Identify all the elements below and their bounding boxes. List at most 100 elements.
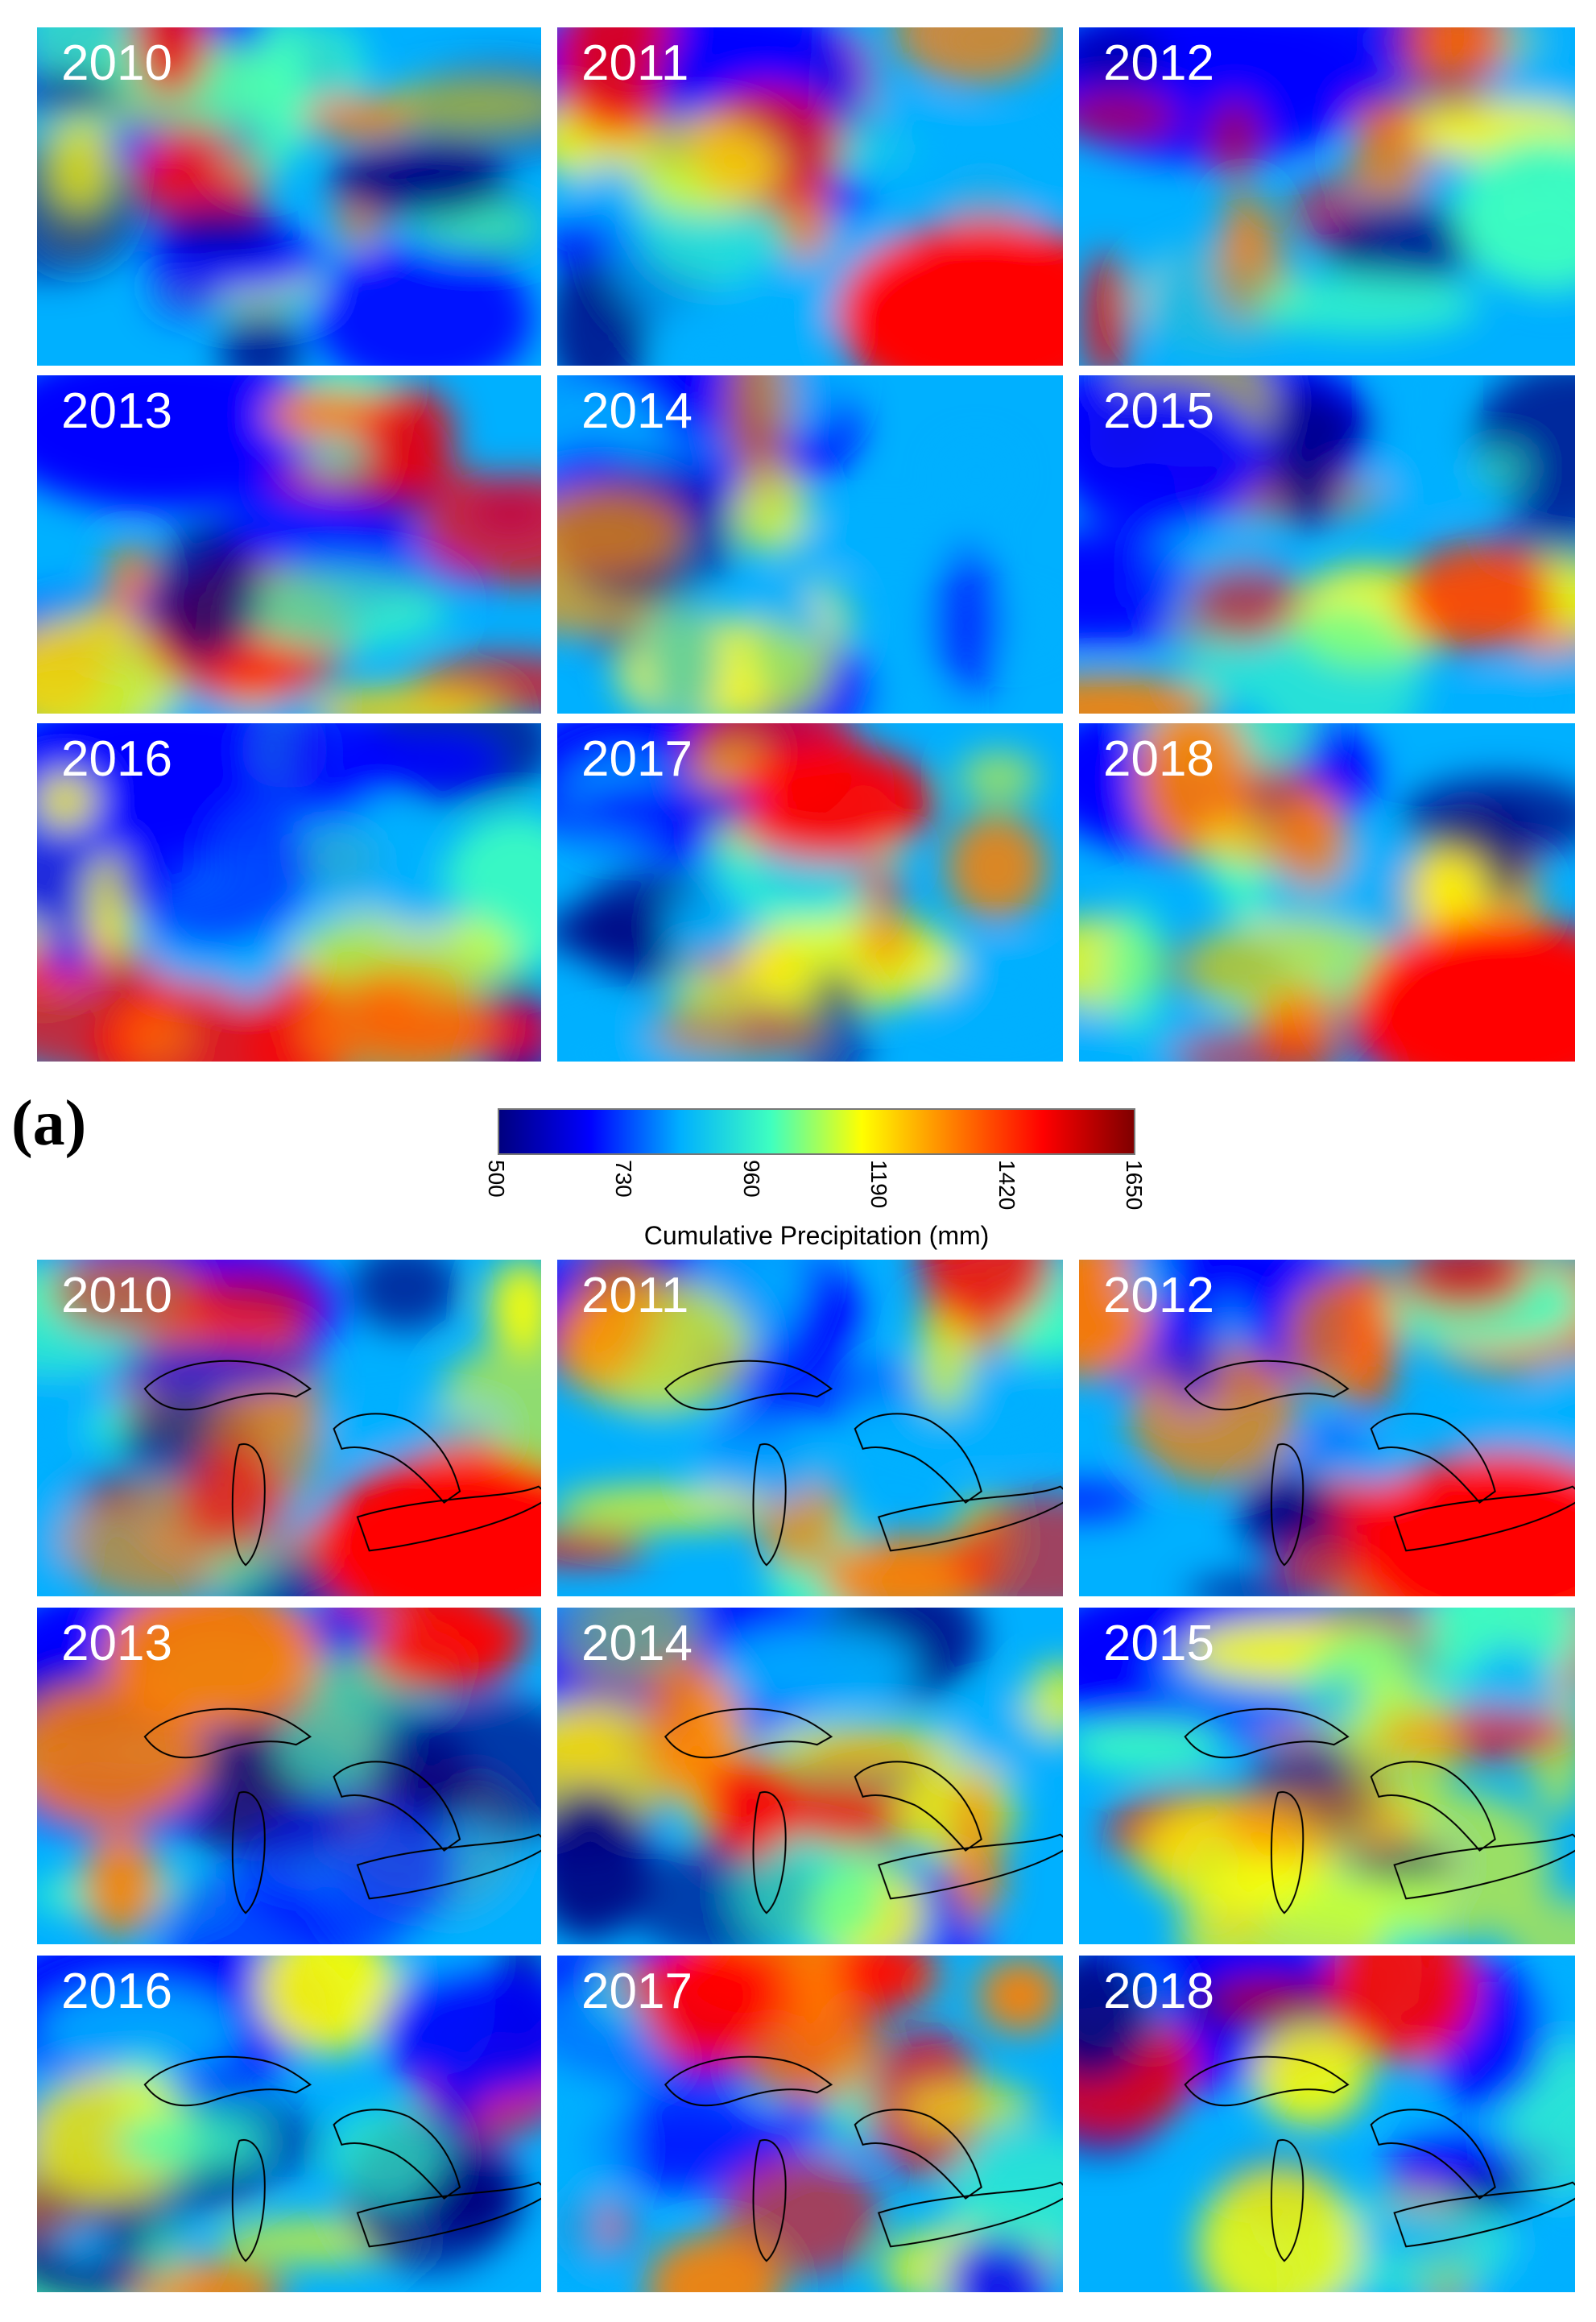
precipitation-map — [37, 27, 541, 366]
map-region — [313, 242, 534, 366]
map-region — [950, 1492, 1063, 1596]
map-region — [1239, 1473, 1337, 1557]
precipitation-map — [37, 375, 541, 714]
map-region — [47, 117, 115, 211]
map-region — [1537, 1355, 1575, 1419]
map-region — [43, 932, 93, 976]
map-region — [37, 772, 96, 830]
map-panel: 2010 — [37, 27, 541, 366]
map-panel: 2017 — [557, 1956, 1063, 2292]
precipitation-map — [1079, 1608, 1575, 1944]
colorbar-tick-label: 960 — [738, 1160, 764, 1198]
map-region — [718, 2153, 883, 2278]
map-region — [945, 813, 1048, 921]
map-panel: 2014 — [557, 1608, 1063, 1944]
year-label: 2012 — [1103, 1268, 1214, 1323]
map-region — [1122, 1260, 1176, 1305]
map-region — [123, 1011, 188, 1060]
map-region — [103, 1608, 318, 1727]
map-region — [668, 888, 765, 963]
map-panel: 2015 — [1079, 375, 1575, 714]
map-region — [892, 2080, 1038, 2133]
map-region — [115, 2113, 263, 2172]
map-region — [557, 1788, 651, 1940]
map-region — [833, 1956, 936, 2010]
map-region — [977, 1958, 1062, 2034]
map-region — [1327, 1956, 1478, 2065]
year-label: 2013 — [61, 1616, 172, 1671]
map-region — [557, 1485, 775, 1529]
map-region — [39, 1985, 241, 2078]
map-region — [1467, 668, 1575, 714]
colorbar-tick-label: 730 — [611, 1160, 637, 1198]
map-region — [1079, 27, 1164, 85]
map-region — [643, 586, 723, 714]
year-label: 2018 — [1103, 731, 1214, 787]
map-region — [724, 743, 935, 862]
great-lakes-outline — [143, 2055, 541, 2262]
map-region — [1506, 1897, 1575, 1944]
map-region — [557, 1608, 706, 1676]
precipitation-map — [37, 1956, 541, 2292]
map-region — [1197, 2167, 1361, 2292]
map-panel: 2010 — [37, 1260, 541, 1596]
map-region — [697, 1437, 830, 1500]
map-region — [180, 1269, 319, 1345]
map-panel: 2013 — [37, 1608, 541, 1944]
map-panel: 2016 — [37, 1956, 541, 2292]
map-region — [1472, 450, 1527, 486]
map-panel: 2018 — [1079, 723, 1575, 1062]
precipitation-map — [1079, 1956, 1575, 2292]
map-region — [1454, 135, 1575, 291]
map-region — [949, 1774, 1001, 1931]
map-region — [1079, 673, 1216, 714]
year-label: 2011 — [581, 1268, 689, 1323]
map-region — [1346, 1682, 1457, 1814]
map-region — [701, 1753, 797, 1860]
map-region — [940, 443, 1014, 507]
map-region — [1079, 382, 1262, 534]
map-region — [138, 2199, 189, 2285]
panel-a-label: (a) — [11, 1088, 87, 1159]
colorbar-tick-label: 1420 — [994, 1160, 1019, 1211]
map-region — [1189, 563, 1307, 636]
map-region — [946, 2232, 1052, 2292]
map-region — [566, 781, 756, 834]
map-region — [349, 1260, 461, 1331]
map-region — [370, 1614, 519, 1691]
map-region — [360, 384, 457, 483]
precipitation-map — [557, 1608, 1063, 1944]
map-region — [81, 1830, 161, 1937]
year-label: 2011 — [581, 35, 689, 91]
map-region — [1279, 795, 1350, 889]
map-region — [712, 1625, 916, 1712]
colorbar-tick-label: 1650 — [1122, 1160, 1147, 1211]
map-region — [723, 375, 792, 478]
map-region — [49, 1260, 213, 1335]
map-region — [283, 723, 399, 811]
map-region — [1105, 900, 1166, 1039]
precipitation-map — [37, 1260, 541, 1596]
year-label: 2014 — [581, 383, 693, 439]
map-region — [1079, 1956, 1150, 2084]
map-panel: 2018 — [1079, 1956, 1575, 2292]
map-region — [1212, 1981, 1324, 2018]
map-region — [418, 473, 541, 586]
map-region — [1298, 1449, 1417, 1482]
map-region — [1079, 1718, 1225, 1773]
map-region — [932, 543, 1003, 700]
map-panel: 2013 — [37, 375, 541, 714]
map-region — [926, 942, 1063, 1028]
year-label: 2015 — [1103, 383, 1214, 439]
map-region — [738, 2008, 876, 2104]
precipitation-map — [37, 723, 541, 1062]
map-region — [750, 1260, 814, 1304]
map-region — [916, 1294, 973, 1413]
map-region — [563, 2093, 628, 2202]
great-lakes-outline — [1184, 1360, 1575, 1567]
map-region — [738, 1832, 887, 1944]
year-label: 2012 — [1103, 35, 1214, 91]
map-panel: 2011 — [557, 27, 1063, 366]
map-region — [821, 1535, 994, 1596]
map-region — [1286, 1272, 1401, 1400]
